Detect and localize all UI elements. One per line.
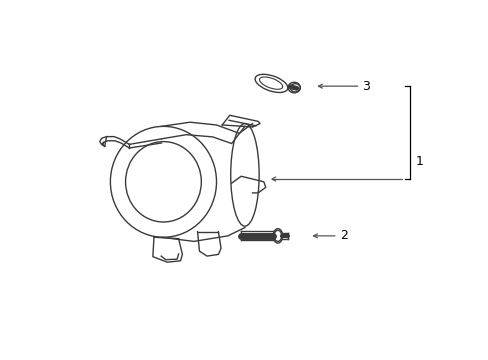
- Text: 1: 1: [415, 154, 423, 167]
- Text: 3: 3: [362, 80, 369, 93]
- Text: 2: 2: [339, 229, 347, 242]
